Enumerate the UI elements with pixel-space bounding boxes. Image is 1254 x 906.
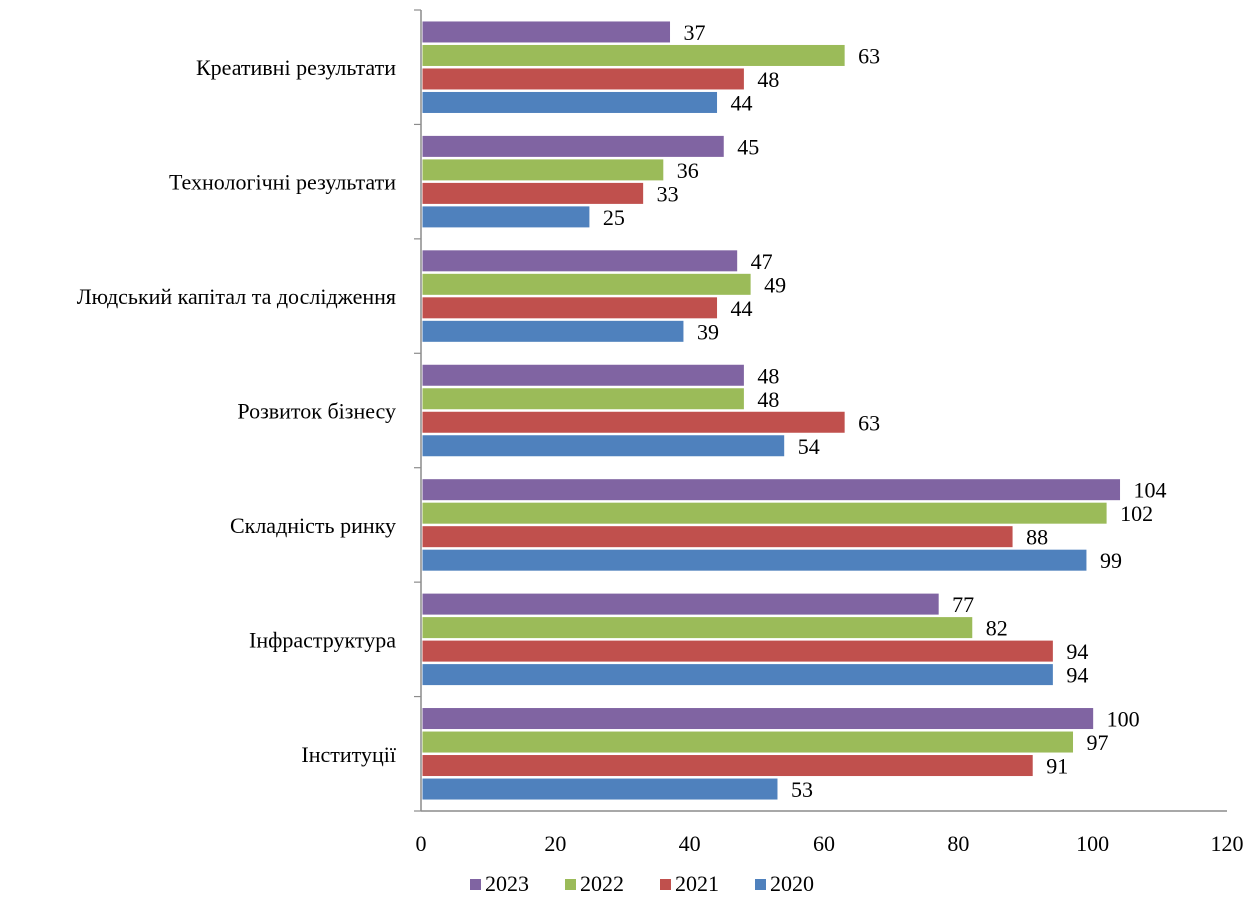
data-label: 48 <box>757 387 779 412</box>
bar-2021 <box>421 639 1054 663</box>
data-label: 88 <box>1026 525 1048 550</box>
bar-2021 <box>421 67 745 91</box>
category-label: Технологічні результати <box>169 170 396 195</box>
bar-2023 <box>421 363 745 387</box>
data-label: 36 <box>677 158 699 183</box>
x-tick-label: 120 <box>1211 831 1244 856</box>
legend-label: 2020 <box>770 871 814 896</box>
data-label: 47 <box>751 249 773 274</box>
data-label: 25 <box>603 205 625 230</box>
category-label: Інфраструктура <box>249 627 396 652</box>
bar-2020 <box>421 548 1088 572</box>
legend: 2023 2022 2021 2020 <box>470 871 814 896</box>
bar-2022 <box>421 158 665 182</box>
data-label: 94 <box>1066 639 1088 664</box>
data-label: 94 <box>1066 663 1088 688</box>
data-label: 44 <box>731 296 753 321</box>
x-tick-label: 100 <box>1076 831 1109 856</box>
axes-layer <box>414 9 1227 812</box>
legend-label: 2021 <box>675 871 719 896</box>
bar-2022 <box>421 272 752 296</box>
x-tick-label: 0 <box>416 831 427 856</box>
data-label: 100 <box>1107 707 1140 732</box>
data-label: 91 <box>1046 754 1068 779</box>
bars-layer <box>421 20 1122 801</box>
bar-2020 <box>421 90 719 114</box>
x-tick-label: 80 <box>947 831 969 856</box>
category-label: Людський капітал та дослідження <box>77 284 396 309</box>
data-label: 77 <box>952 592 974 617</box>
bar-2021 <box>421 525 1014 549</box>
bar-2023 <box>421 134 725 158</box>
bar-2020 <box>421 663 1054 687</box>
data-label: 63 <box>858 410 880 435</box>
bar-2022 <box>421 730 1075 754</box>
legend-label: 2023 <box>485 871 529 896</box>
bar-2023 <box>421 478 1122 502</box>
bar-2023 <box>421 707 1095 731</box>
bar-2020 <box>421 777 779 801</box>
category-label: Розвиток бізнесу <box>237 399 396 424</box>
bar-2022 <box>421 387 745 411</box>
data-label: 104 <box>1134 478 1167 503</box>
category-label: Інституції <box>301 742 396 767</box>
bar-2023 <box>421 592 940 616</box>
data-label: 33 <box>657 181 679 206</box>
x-tick-labels-layer: 0 20 40 60 80 100 120 <box>416 831 1244 856</box>
bar-2022 <box>421 501 1108 525</box>
bar-2021 <box>421 296 719 320</box>
bar-2020 <box>421 205 591 229</box>
data-label: 63 <box>858 43 880 68</box>
legend-swatch-2023 <box>470 879 481 890</box>
legend-swatch-2021 <box>660 879 671 890</box>
data-label: 53 <box>791 777 813 802</box>
data-label: 48 <box>757 67 779 92</box>
data-label: 49 <box>764 272 786 297</box>
data-label: 99 <box>1100 548 1122 573</box>
data-label: 102 <box>1120 501 1153 526</box>
data-labels-layer: 1009791537782949410410288994848635447494… <box>603 20 1167 802</box>
bar-2023 <box>421 249 739 273</box>
legend-swatch-2022 <box>565 879 576 890</box>
category-labels-layer: Інституції Інфраструктура Складність ринку… <box>77 55 397 767</box>
data-label: 48 <box>757 363 779 388</box>
category-label: Креативні результати <box>196 55 396 80</box>
data-label: 37 <box>684 20 706 45</box>
bar-2022 <box>421 43 846 67</box>
x-tick-label: 40 <box>679 831 701 856</box>
data-label: 97 <box>1087 730 1109 755</box>
bar-2022 <box>421 616 974 640</box>
legend-swatch-2020 <box>755 879 766 890</box>
category-label: Складність ринку <box>230 513 396 538</box>
legend-label: 2022 <box>580 871 624 896</box>
bar-2020 <box>421 319 685 343</box>
bar-2023 <box>421 20 672 44</box>
bar-2021 <box>421 410 846 434</box>
data-label: 44 <box>731 90 753 115</box>
data-label: 45 <box>737 134 759 159</box>
data-label: 82 <box>986 616 1008 641</box>
bar-2021 <box>421 754 1034 778</box>
data-label: 54 <box>798 434 820 459</box>
bar-2021 <box>421 181 645 205</box>
x-tick-label: 20 <box>544 831 566 856</box>
data-label: 39 <box>697 319 719 344</box>
bar-2020 <box>421 434 786 458</box>
x-tick-label: 60 <box>813 831 835 856</box>
